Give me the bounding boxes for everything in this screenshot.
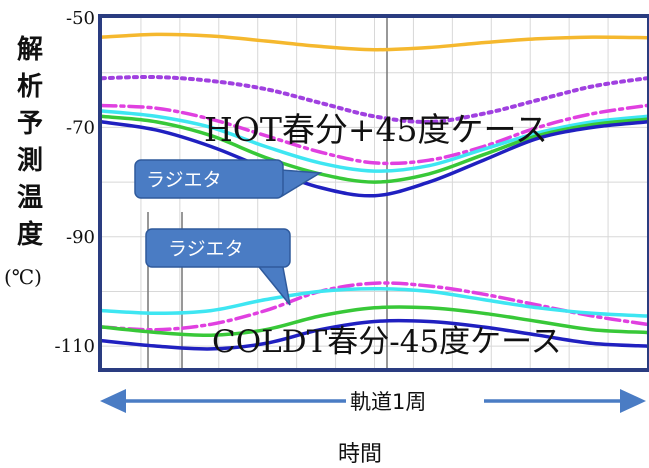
hot-callout-box <box>134 159 284 199</box>
grid-lines <box>102 18 647 368</box>
y-label-char: 析 <box>17 72 43 102</box>
series-line-green <box>100 114 649 184</box>
orbit-span-arrow <box>100 389 646 413</box>
y-axis-unit: (℃) <box>4 265 42 289</box>
plot-frame <box>98 14 649 372</box>
series-line-cyan <box>100 109 649 173</box>
y-axis-ticks: -50 -70 -90 -110 <box>55 8 95 357</box>
series-line-blue <box>100 120 649 198</box>
y-label-char: 温 <box>17 183 43 213</box>
series-line-green <box>100 305 649 338</box>
y-label-char: 測 <box>17 146 43 176</box>
y-label-char: 解 <box>17 35 43 65</box>
series-line-orange <box>100 32 649 52</box>
series-line-purple <box>100 74 649 124</box>
y-label-char: 度 <box>17 219 43 250</box>
hot-callout-pointer <box>281 169 323 198</box>
series-line-cyan <box>100 286 649 318</box>
y-tick-label: -90 <box>66 227 95 248</box>
cold-radiator-callout: ラジエタ <box>145 228 291 306</box>
y-tick-label: -110 <box>55 336 95 357</box>
arrow-head-left <box>100 389 126 413</box>
cold-case-label: COLDT春分-45度ケース <box>212 324 562 360</box>
hot-case-series <box>100 32 649 198</box>
arrow-head-right <box>620 389 646 413</box>
y-tick-label: -70 <box>66 117 95 138</box>
hot-case-label: HOT春分+45度ケース <box>204 110 548 149</box>
hot-callout-text: ラジエタ <box>146 169 222 191</box>
cold-case-series <box>100 281 649 351</box>
series-line-blue <box>100 318 649 351</box>
cold-callout-box <box>145 228 291 268</box>
orbit-span-label: 軌道1周 <box>350 390 426 414</box>
x-axis-label: 時間 <box>338 442 382 467</box>
series-line-magenta <box>100 103 649 166</box>
cold-callout-text: ラジエタ <box>168 238 244 260</box>
y-label-char: 予 <box>17 109 43 139</box>
hot-radiator-callout: ラジエタ <box>134 159 323 199</box>
y-tick-label: -50 <box>66 8 95 29</box>
